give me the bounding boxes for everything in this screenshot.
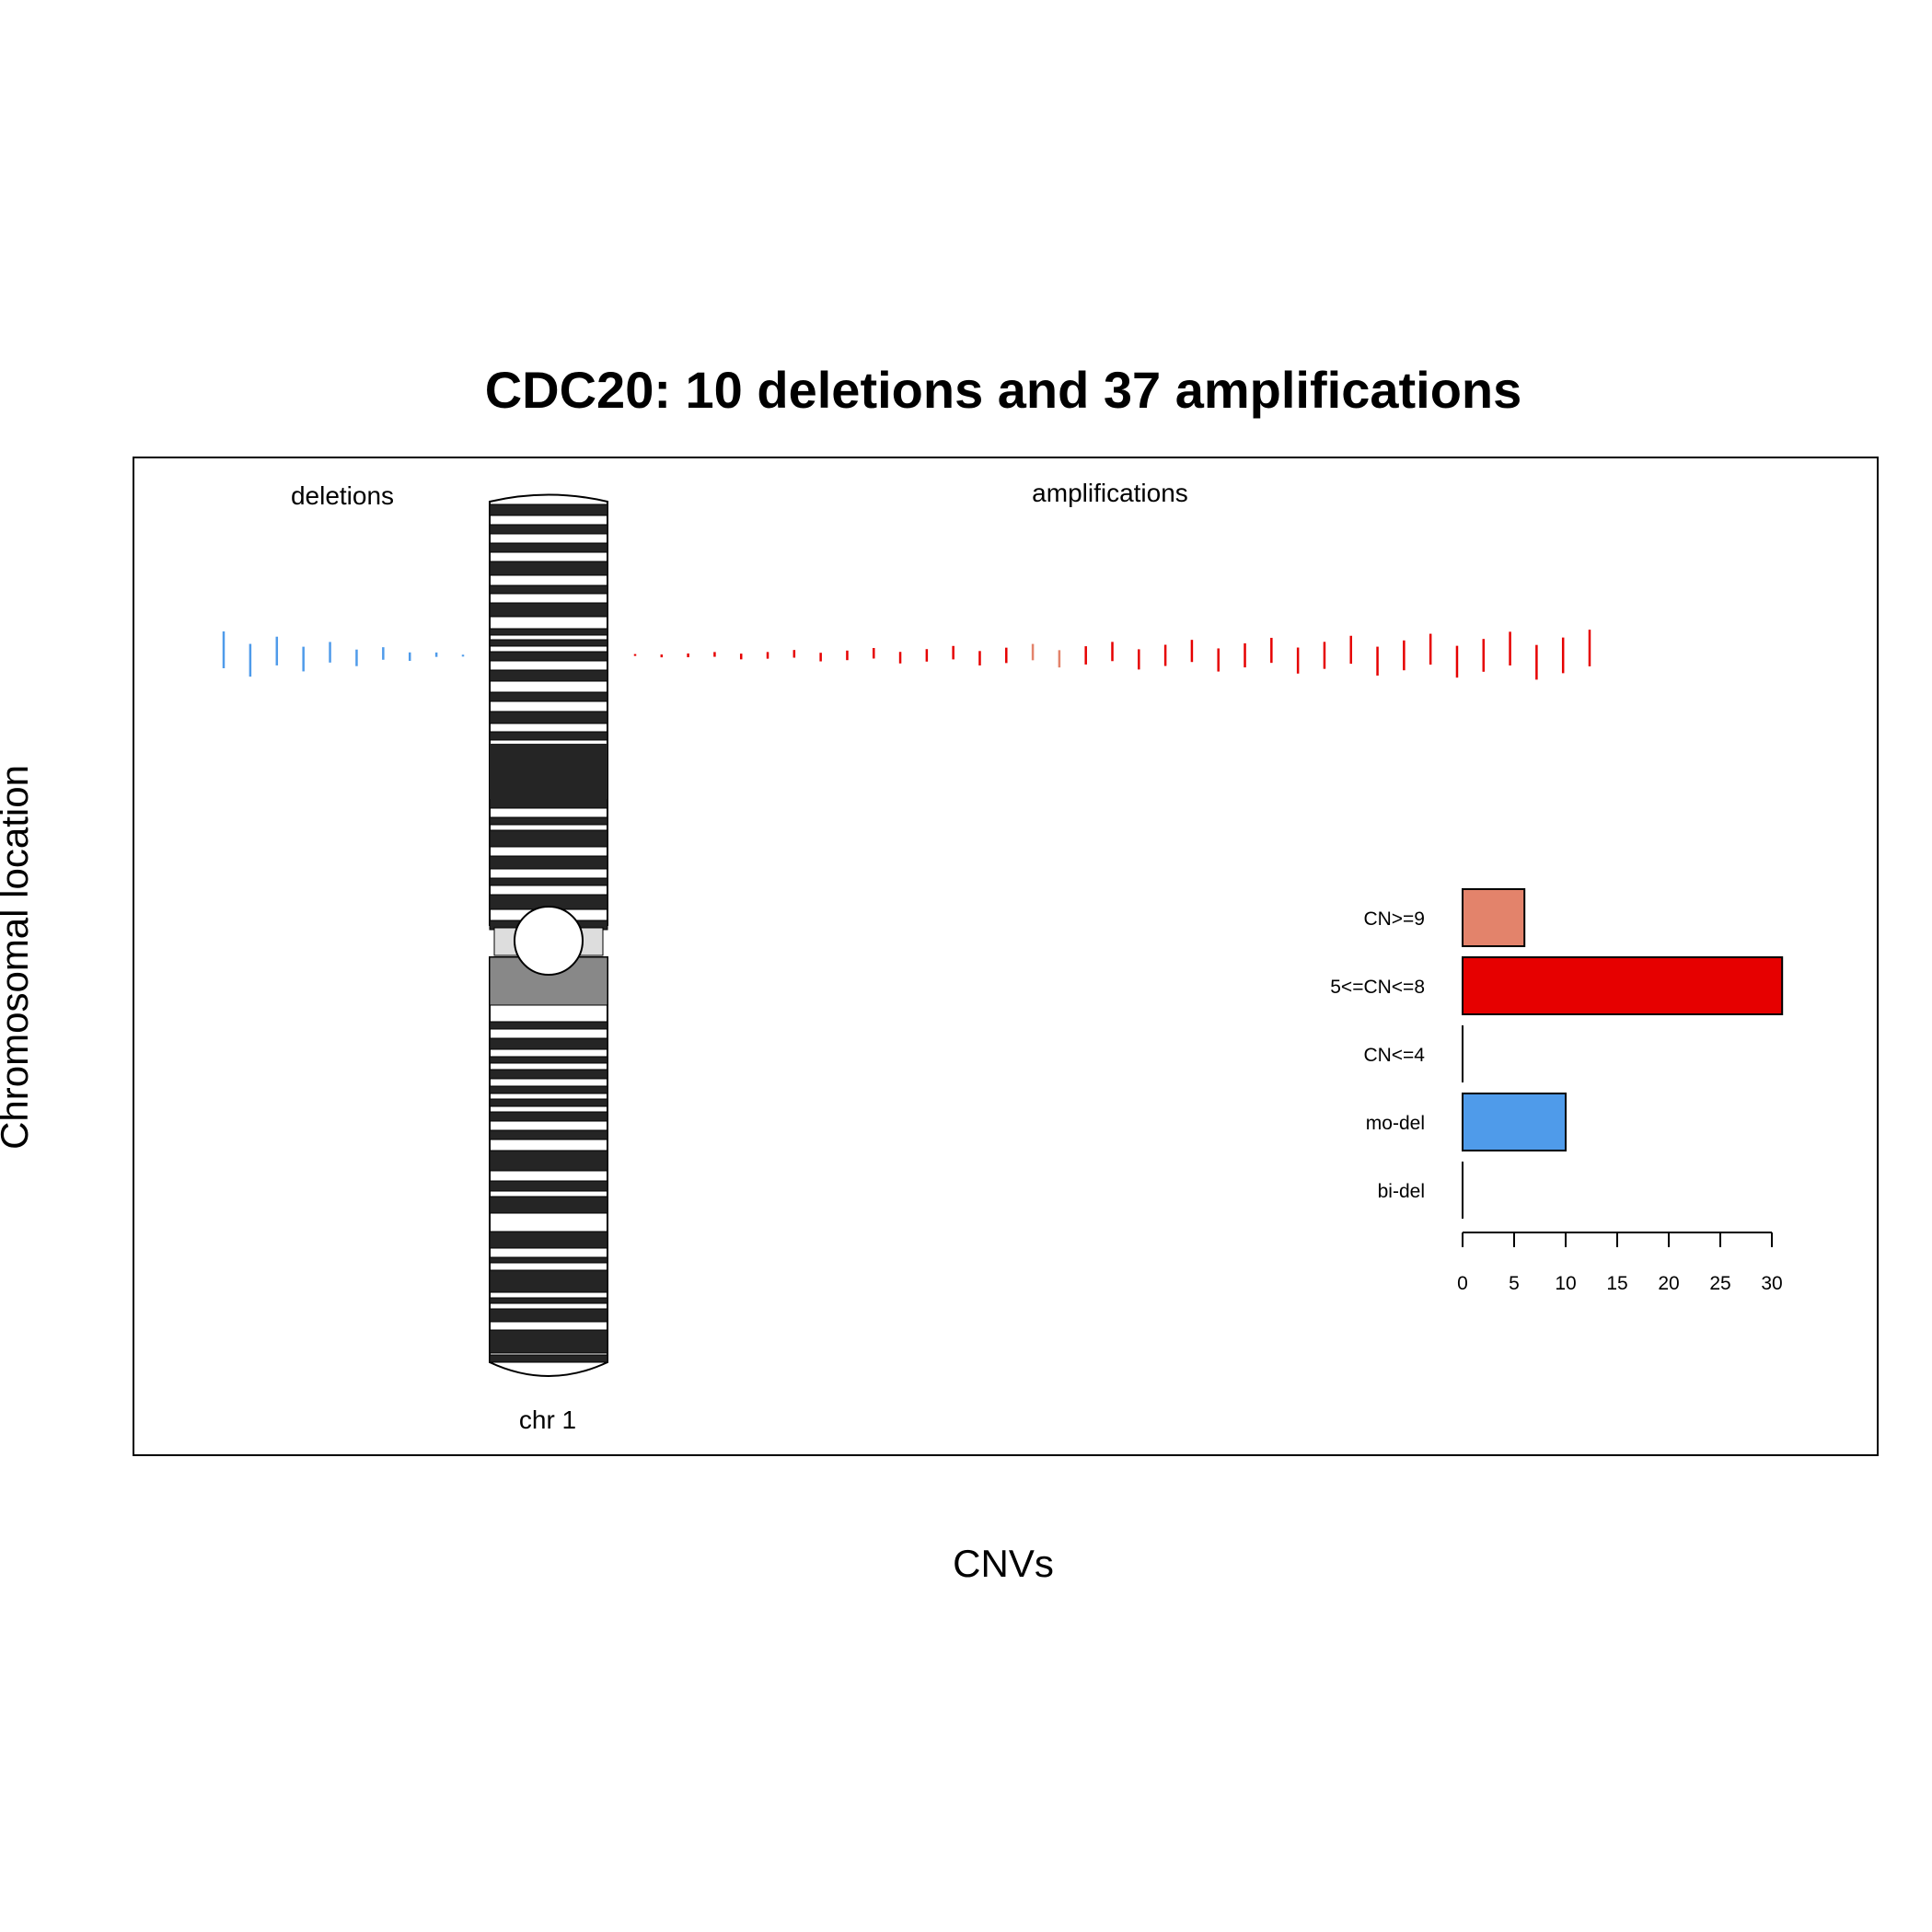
x-tick-label: 0 [1457, 1273, 1468, 1294]
chromosome-band [489, 855, 608, 870]
x-tick-label: 15 [1606, 1273, 1627, 1294]
chromosome-band [489, 524, 608, 535]
chromosome-band [489, 1180, 608, 1192]
chromosome-band [489, 542, 608, 553]
chromosome-band [489, 691, 608, 702]
chromosome-band [489, 1111, 608, 1122]
chromosome-band [489, 628, 608, 636]
chromosome-band [489, 669, 608, 682]
chromosome-band [489, 877, 608, 886]
chromosome-band [489, 1329, 608, 1354]
category-label: bi-del [1378, 1181, 1425, 1202]
chromosome-band [489, 731, 608, 741]
chromosome-band [489, 1231, 608, 1249]
cnv-tick-marks [222, 630, 1591, 680]
chromosome-band [489, 561, 608, 576]
chromosome-band [489, 1129, 608, 1140]
chromosome-band [489, 651, 608, 662]
bar [1462, 1093, 1567, 1151]
bar [1462, 888, 1526, 947]
chromosome-band [489, 1069, 608, 1080]
heterochromatin-band [489, 956, 608, 1006]
x-tick-label: 20 [1658, 1273, 1679, 1294]
x-tick-label: 30 [1761, 1273, 1782, 1294]
chromosome-band [489, 584, 608, 595]
category-label: CN<=4 [1363, 1045, 1425, 1066]
chromosome-band [489, 1308, 608, 1323]
cnv-bar-plot: CN>=9 5<=CN<=8 CN<=4 mo-del bi-del [1330, 888, 1784, 1219]
x-tick-label: 10 [1555, 1273, 1576, 1294]
chromosome-band [489, 1354, 608, 1363]
x-tick-label: 25 [1709, 1273, 1730, 1294]
chromosome-band [489, 1085, 608, 1094]
chart-title: CDC20: 10 deletions and 37 amplification… [485, 361, 1522, 419]
chromosome-band [489, 1056, 608, 1064]
category-label: 5<=CN<=8 [1330, 977, 1425, 998]
plot-frame [133, 457, 1879, 1456]
deletions-label: deletions [291, 481, 394, 510]
centromere-circle [514, 906, 584, 976]
chromosome-band [489, 829, 608, 848]
x-axis: 0 5 10 15 20 25 30 [1457, 1232, 1783, 1294]
x-axis-label: CNVs [953, 1542, 1054, 1585]
chromosome-band [489, 1098, 608, 1107]
chromosome-band [489, 1037, 608, 1050]
chromosome-band [489, 1150, 608, 1172]
chromosome-band [489, 1196, 608, 1214]
chromosome-band [489, 1269, 608, 1293]
chromosome-band [489, 1021, 608, 1030]
chromosome-band [489, 503, 608, 516]
chromosome-band [489, 1297, 608, 1304]
category-label: mo-del [1366, 1113, 1425, 1134]
y-axis-label: Chromosomal location [0, 765, 36, 1150]
chromosome-band [489, 711, 608, 724]
bar [1462, 956, 1784, 1015]
category-label: CN>=9 [1363, 908, 1425, 930]
chromosome-ideogram [489, 493, 608, 1377]
chromosome-band [489, 602, 608, 618]
x-tick-label: 5 [1509, 1273, 1520, 1294]
chromosome-band [490, 744, 607, 799]
chromosome-band [489, 1256, 608, 1264]
amplifications-label: amplifications [1032, 479, 1188, 507]
chromosome-label: chr 1 [519, 1406, 576, 1434]
chromosome-band [489, 816, 608, 826]
chromosome-band [489, 639, 608, 647]
